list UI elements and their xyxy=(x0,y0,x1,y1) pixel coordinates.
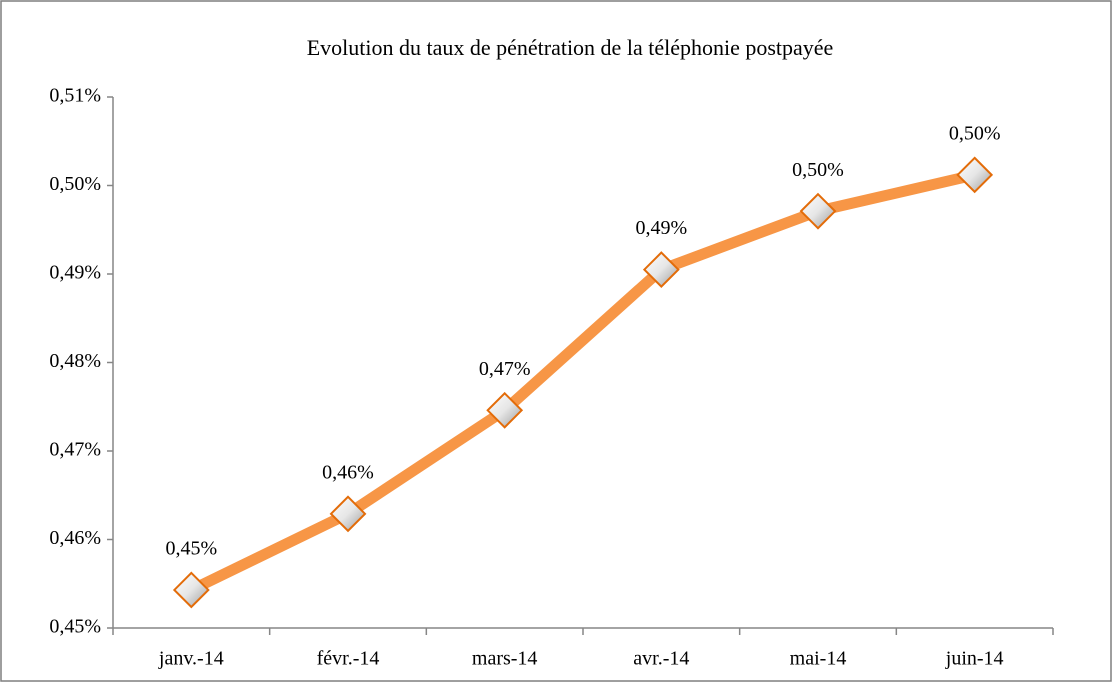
x-tick-label: janv.-14 xyxy=(158,648,224,670)
x-tick-label: juin-14 xyxy=(945,648,1004,670)
data-label: 0,45% xyxy=(165,538,217,560)
data-label: 0,47% xyxy=(479,358,531,380)
marker xyxy=(956,156,994,194)
data-label: 0,50% xyxy=(792,159,844,181)
y-tick-label: 0,49% xyxy=(49,262,101,284)
marker xyxy=(172,571,210,609)
y-tick-label: 0,48% xyxy=(49,350,101,372)
marker xyxy=(799,192,837,230)
x-tick-label: avr.-14 xyxy=(633,648,689,670)
x-tick-label: mai-14 xyxy=(790,648,847,670)
marker xyxy=(486,391,524,429)
data-label: 0,50% xyxy=(949,122,1001,144)
y-tick-label: 0,45% xyxy=(49,616,101,638)
y-tick-label: 0,51% xyxy=(49,85,101,107)
y-tick-label: 0,46% xyxy=(49,527,101,549)
x-tick-label: mars-14 xyxy=(472,648,538,670)
marker xyxy=(329,495,367,533)
y-tick-label: 0,47% xyxy=(49,439,101,461)
chart-title: Evolution du taux de pénétration de la t… xyxy=(307,35,834,60)
y-tick-label: 0,50% xyxy=(49,173,101,195)
marker xyxy=(642,251,680,288)
data-label: 0,46% xyxy=(322,461,374,483)
line xyxy=(188,169,976,595)
data-label: 0,49% xyxy=(635,217,687,239)
x-tick-label: févr.-14 xyxy=(317,648,380,670)
